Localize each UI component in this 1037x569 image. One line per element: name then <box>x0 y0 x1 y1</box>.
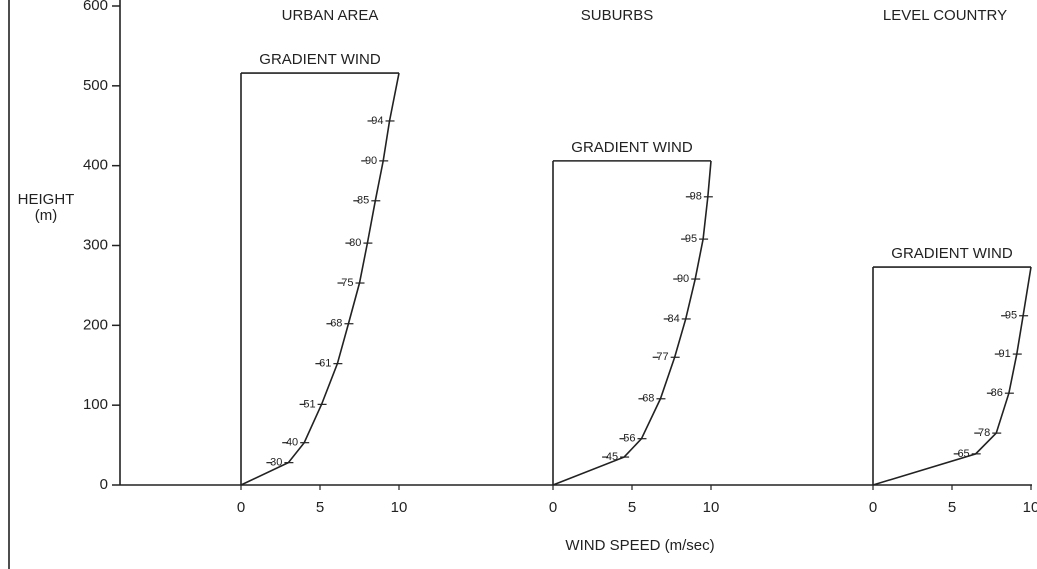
point-label: 77 <box>656 351 668 363</box>
wind-profile <box>873 267 1031 485</box>
point-label: 68 <box>642 393 654 405</box>
x-tick-label: 5 <box>628 499 636 516</box>
point-label: 40 <box>286 437 298 449</box>
y-tick-label: 0 <box>100 476 108 493</box>
panel-title: URBAN AREA <box>282 7 379 24</box>
point-label: 56 <box>623 433 635 445</box>
point-label: 90 <box>677 273 689 285</box>
y-tick-label: 200 <box>83 316 108 333</box>
point-label: 85 <box>357 195 369 207</box>
x-tick-label: 5 <box>316 499 324 516</box>
point-label: 98 <box>690 191 702 203</box>
point-label: 84 <box>667 313 679 325</box>
x-tick-label: 0 <box>237 499 245 516</box>
point-label: 94 <box>371 115 383 127</box>
y-tick-label: 500 <box>83 77 108 94</box>
y-tick-label: 600 <box>83 0 108 14</box>
x-tick-label: 10 <box>1023 499 1037 516</box>
point-label: 30 <box>270 457 282 469</box>
y-axis-label: HEIGHT <box>18 191 75 208</box>
y-tick-label: 300 <box>83 236 108 253</box>
x-tick-label: 10 <box>703 499 720 516</box>
point-label: 68 <box>330 318 342 330</box>
point-label: 86 <box>991 387 1003 399</box>
chart: HEIGHT (m) WIND SPEED (m/sec) 0100200300… <box>0 0 1037 569</box>
x-tick-label: 5 <box>948 499 956 516</box>
y-tick-label: 400 <box>83 157 108 174</box>
point-label: 61 <box>319 358 331 370</box>
point-label: 65 <box>957 448 969 460</box>
point-label: 75 <box>341 277 353 289</box>
point-label: 45 <box>606 451 618 463</box>
point-label: 95 <box>685 233 697 245</box>
point-label: 78 <box>978 427 990 439</box>
point-label: 95 <box>1005 310 1017 322</box>
y-tick-label: 100 <box>83 396 108 413</box>
wind-profile <box>241 73 399 485</box>
x-axis-label: WIND SPEED (m/sec) <box>565 537 714 554</box>
gradient-label: GRADIENT WIND <box>891 245 1013 262</box>
y-axis-label: (m) <box>35 207 58 224</box>
panel-title: SUBURBS <box>581 7 654 24</box>
x-tick-label: 0 <box>869 499 877 516</box>
point-label: 91 <box>999 348 1011 360</box>
point-label: 90 <box>365 155 377 167</box>
point-label: 80 <box>349 237 361 249</box>
x-tick-label: 0 <box>549 499 557 516</box>
x-tick-label: 10 <box>391 499 408 516</box>
panel-title: LEVEL COUNTRY <box>883 7 1007 24</box>
gradient-label: GRADIENT WIND <box>571 139 693 156</box>
point-label: 51 <box>303 398 315 410</box>
gradient-label: GRADIENT WIND <box>259 51 381 68</box>
